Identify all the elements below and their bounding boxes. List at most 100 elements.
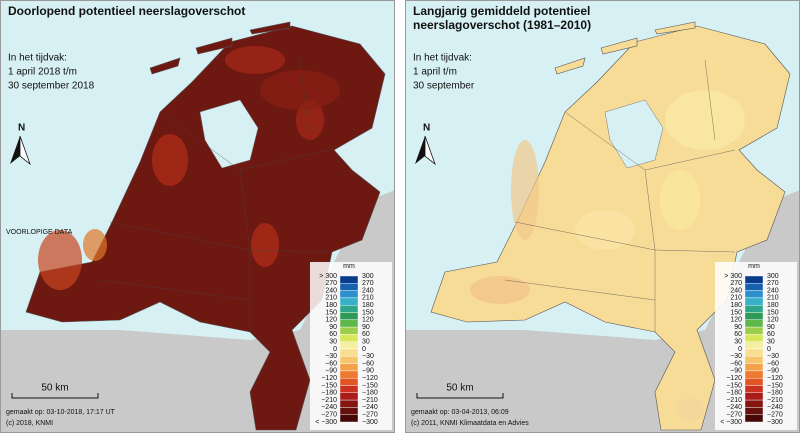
region [225,46,285,74]
legend-label: 180 [730,302,742,309]
legend-label: −210 [726,397,742,404]
legend-swatch [339,370,359,379]
legend-swatch [339,378,359,386]
legend-label: 0 [362,346,366,353]
legend-label: 60 [362,331,370,338]
legend-label: 120 [730,317,742,324]
legend-label: −150 [362,382,378,389]
region [83,229,107,261]
legend-swatch [339,305,359,313]
borders [504,59,736,332]
legend-label: 0 [333,346,337,353]
legend-label: −210 [362,397,378,404]
legend-swatch [339,392,359,401]
legend-swatch [339,385,359,394]
region [665,90,745,150]
map-panel: Langjarig gemiddeld potentieelneerslagov… [405,0,800,433]
legend-label: < −300 [315,419,337,426]
legend-label: −150 [726,382,742,389]
legend-swatch [744,326,764,335]
scale-label: 50 km [41,383,68,394]
legend-label: 90 [362,324,370,331]
legend-label: −120 [726,375,742,382]
legend-label: 180 [325,302,337,309]
footer: (c) 2011, KNMI Klimaatdata en Advies [411,420,529,427]
period-line: 30 september [413,81,475,92]
period-line: 30 september 2018 [8,81,95,92]
legend-label: 270 [325,280,337,287]
legend-label: −150 [767,382,783,389]
legend-label: −60 [767,360,779,367]
legend-label: −270 [362,412,378,419]
legend-label: −240 [767,404,783,411]
legend-label: 210 [767,295,779,302]
legend-label: 90 [329,324,337,331]
legend-label: −90 [767,368,779,375]
scale-bar [11,393,99,399]
legend-label: > 300 [319,273,337,280]
footer: gemaakt op: 03-10-2018, 17:17 UT [6,409,116,416]
legend-label: −300 [767,419,783,426]
north-arrow [415,136,425,164]
legend-label: −60 [362,360,374,367]
legend-swatch [339,312,359,321]
legend-label: −210 [321,397,337,404]
legend-label: −30 [730,353,742,360]
legend-unit: mm [748,263,760,270]
lake [604,99,664,169]
region [470,276,530,304]
legend-swatch [744,290,764,299]
region [296,100,324,140]
legend-label: −120 [362,375,378,382]
north-label: N [423,123,430,134]
north-arrow [19,135,31,166]
legend-label: 180 [362,302,374,309]
legend-swatch [744,385,764,394]
legend-label: 120 [325,317,337,324]
legend-label: −180 [726,390,742,397]
legend-label: −90 [325,368,337,375]
legend-swatch [744,312,764,321]
legend-label: −120 [767,375,783,382]
legend-label: 90 [734,324,742,331]
legend-label: −240 [362,404,378,411]
legend-swatch [744,305,764,313]
north-arrow [10,136,20,164]
period-line: 1 april t/m [413,67,457,78]
legend-label: 210 [362,295,374,302]
legend-swatch [744,283,764,291]
region [260,70,340,110]
legend-label: 60 [767,331,775,338]
legend-swatch [744,378,764,386]
legend-label: 90 [767,324,775,331]
legend-label: 300 [362,273,374,280]
legend-label: −270 [726,412,742,419]
legend-label: 150 [362,309,374,316]
legend-swatch [339,348,359,357]
legend-label: 210 [325,295,337,302]
legend-swatch [744,348,764,357]
legend-swatch [339,363,359,372]
legend-label: −120 [321,375,337,382]
legend-label: 30 [734,339,742,346]
legend-label: 270 [767,280,779,287]
legend-label: < −300 [720,419,742,426]
period-label: In het tijdvak: [413,53,472,64]
legend-label: 240 [767,287,779,294]
legend-label: −30 [362,353,374,360]
legend-unit: mm [343,263,355,270]
legend-swatch [744,407,764,415]
legend-label: −60 [730,360,742,367]
legend-swatch [744,341,764,350]
legend-label: 150 [767,309,779,316]
region [511,140,539,240]
legend-swatch [744,356,764,364]
scale-bar [416,393,504,399]
legend-label: 240 [362,287,374,294]
note: VOORLOPIGE DATA [6,229,73,236]
legend-label: −180 [321,390,337,397]
legend-label: −300 [362,419,378,426]
legend-label: 180 [767,302,779,309]
